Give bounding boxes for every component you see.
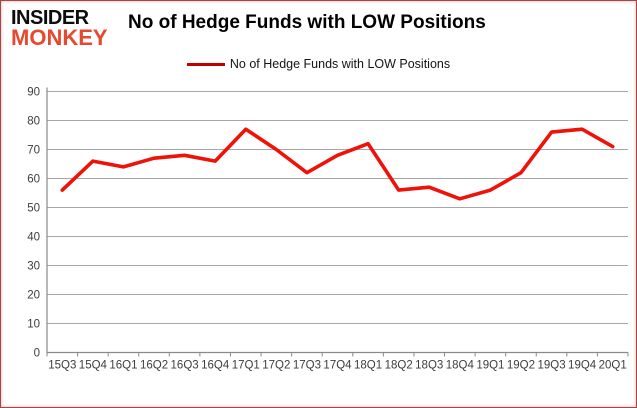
x-tick-label-17Q4: 17Q4: [323, 360, 352, 372]
x-tick-label-17Q2: 17Q2: [262, 360, 290, 372]
y-tick-label-10: 10: [27, 319, 40, 331]
x-tick-label-17Q3: 17Q3: [293, 360, 321, 372]
x-tick-label-19Q2: 19Q2: [507, 360, 535, 372]
x-tick-label-15Q4: 15Q4: [79, 360, 108, 372]
legend-line-sample: [186, 62, 225, 66]
x-tick-label-19Q1: 19Q1: [476, 360, 504, 372]
y-tick-label-50: 50: [27, 203, 40, 215]
legend-label: No of Hedge Funds with LOW Positions: [229, 57, 451, 71]
y-tick-label-20: 20: [27, 290, 40, 302]
logo-monkey: MONKEY: [11, 25, 108, 50]
x-tick-label-19Q4: 19Q4: [568, 360, 597, 372]
chart-title: No of Hedge Funds with LOW Positions: [128, 12, 486, 33]
y-tick-label-80: 80: [27, 116, 40, 128]
legend: No of Hedge Funds with LOW Positions: [1, 57, 636, 71]
x-tick-label-16Q1: 16Q1: [109, 360, 137, 372]
x-tick-label-18Q3: 18Q3: [415, 360, 443, 372]
y-tick-label-30: 30: [27, 261, 40, 273]
x-tick-label-16Q3: 16Q3: [171, 360, 199, 372]
y-tick-label-70: 70: [27, 145, 40, 157]
x-tick-label-15Q3: 15Q3: [48, 360, 76, 372]
y-tick-label-60: 60: [27, 174, 40, 186]
series-line-hedge-funds: [60, 127, 615, 201]
insider-monkey-logo: INSIDER MONKEY: [11, 7, 108, 50]
y-tick-label-0: 0: [34, 348, 40, 360]
x-tick-label-19Q3: 19Q3: [537, 360, 565, 372]
x-tick-label-18Q2: 18Q2: [385, 360, 413, 372]
x-tick-label-16Q4: 16Q4: [201, 360, 230, 372]
y-tick-label-40: 40: [27, 232, 40, 244]
x-tick-label-18Q4: 18Q4: [446, 360, 475, 372]
x-tick-label-20Q1: 20Q1: [599, 360, 627, 372]
logo-insider: INSIDER: [11, 7, 89, 29]
x-tick-label-18Q1: 18Q1: [354, 360, 382, 372]
x-tick-label-16Q2: 16Q2: [140, 360, 168, 372]
x-tick-label-17Q1: 17Q1: [232, 360, 260, 372]
y-tick-label-90: 90: [27, 87, 40, 99]
